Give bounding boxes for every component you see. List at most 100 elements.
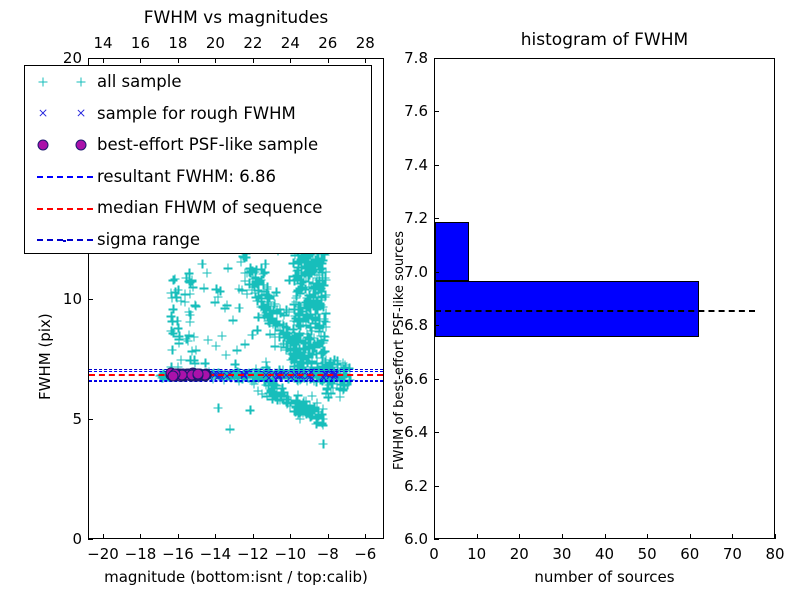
scatter-point-all-sample <box>253 285 263 295</box>
scatter-point-all-sample <box>311 315 321 325</box>
left-xticklabel: −6 <box>354 545 377 563</box>
legend-item[interactable]: sigma range <box>25 224 371 256</box>
legend-label: sigma range <box>97 229 201 249</box>
legend-item[interactable]: resultant FWHM: 6.86 <box>25 161 371 193</box>
legend-marker-plus-icon <box>76 77 86 87</box>
left-yticklabel: 5 <box>72 409 82 428</box>
scatter-point-all-sample <box>305 309 315 319</box>
scatter-point-all-sample <box>270 341 280 351</box>
scatter-point-all-sample <box>252 325 262 335</box>
scatter-point-all-sample <box>242 268 252 278</box>
histogram-axes[interactable] <box>434 58 775 539</box>
right-xticklabel: 50 <box>637 545 657 563</box>
scatter-point-all-sample <box>197 259 207 269</box>
scatter-point-all-sample <box>312 273 322 283</box>
scatter-point-all-sample <box>308 265 318 275</box>
scatter-point-all-sample <box>296 256 306 266</box>
scatter-point-all-sample <box>284 334 294 344</box>
scatter-point-all-sample <box>189 355 199 365</box>
scatter-point-all-sample <box>295 302 305 312</box>
left-xticklabel: −16 <box>162 545 194 563</box>
right-xticklabel: 0 <box>429 545 439 563</box>
scatter-point-all-sample <box>311 349 321 359</box>
scatter-point-all-sample <box>321 267 331 277</box>
scatter-point-all-sample <box>318 404 328 414</box>
scatter-point-all-sample <box>270 387 280 397</box>
scatter-point-all-sample <box>275 325 285 335</box>
legend-item[interactable]: sample for rough FWHM <box>25 98 371 130</box>
scatter-point-all-sample <box>340 360 350 370</box>
scatter-point-all-sample <box>303 333 313 343</box>
left-yticklabel: 0 <box>72 530 82 548</box>
scatter-point-all-sample <box>274 332 284 342</box>
scatter-point-all-sample <box>321 355 331 365</box>
right-ytick <box>434 218 439 220</box>
scatter-point-all-sample <box>290 340 300 350</box>
scatter-point-all-sample <box>292 270 302 280</box>
scatter-point-all-sample <box>264 318 274 328</box>
scatter-point-all-sample <box>258 301 268 311</box>
left-ytick <box>88 418 93 420</box>
scatter-point-all-sample <box>294 310 304 320</box>
scatter-point-all-sample <box>200 358 210 368</box>
scatter-point-all-sample <box>314 320 324 330</box>
left-xtick <box>290 534 292 539</box>
scatter-point-all-sample <box>298 351 308 361</box>
scatter-point-all-sample <box>303 270 313 279</box>
legend-item[interactable]: best-effort PSF-like sample <box>25 129 371 161</box>
scatter-point-all-sample <box>311 281 321 291</box>
scatter-point-all-sample <box>257 293 267 303</box>
scatter-point-all-sample <box>326 357 336 367</box>
left-xticklabel: −8 <box>316 545 339 563</box>
scatter-point-all-sample <box>277 390 287 400</box>
histogram-bar[interactable] <box>435 280 700 337</box>
scatter-point-all-sample <box>285 349 295 359</box>
right-ytick <box>434 485 439 487</box>
left-xticklabel: −10 <box>274 545 307 563</box>
scatter-point-all-sample <box>296 348 306 358</box>
legend-item[interactable]: median FHWM of sequence <box>25 192 371 224</box>
scatter-point-all-sample <box>184 307 194 317</box>
scatter-point-all-sample <box>260 267 270 277</box>
scatter-point-all-sample <box>305 335 315 345</box>
scatter-point-all-sample <box>217 331 227 341</box>
scatter-point-all-sample <box>237 285 247 295</box>
scatter-point-all-sample <box>303 268 313 278</box>
legend-label: best-effort PSF-like sample <box>97 135 319 155</box>
scatter-point-all-sample <box>262 299 272 309</box>
scatter-point-all-sample <box>190 300 200 310</box>
scatter-point-all-sample <box>286 344 296 354</box>
scatter-point-all-sample <box>292 317 302 327</box>
scatter-point-all-sample <box>298 337 308 347</box>
scatter-point-all-sample <box>279 330 289 340</box>
scatter-point-all-sample <box>189 332 199 342</box>
scatter-point-all-sample <box>308 292 318 302</box>
scatter-point-all-sample <box>240 339 250 349</box>
scatter-point-all-sample <box>301 396 311 406</box>
scatter-point-all-sample <box>290 407 300 417</box>
scatter-point-all-sample <box>296 335 306 345</box>
scatter-point-all-sample <box>290 271 300 280</box>
scatter-point-all-sample <box>256 293 266 303</box>
legend-item[interactable]: all sample <box>25 66 371 98</box>
left-xticklabel: −14 <box>199 545 232 563</box>
scatter-point-all-sample <box>288 349 298 359</box>
scatter-point-all-sample <box>203 335 213 345</box>
scatter-point-all-sample <box>297 306 307 316</box>
histogram-bar[interactable] <box>435 222 470 281</box>
scatter-point-all-sample <box>265 293 275 303</box>
scatter-point-all-sample <box>298 306 308 316</box>
left-top-xtick <box>290 58 292 63</box>
left-top-xtick <box>177 58 179 63</box>
scatter-point-all-sample <box>270 299 280 309</box>
scatter-point-all-sample <box>304 344 314 354</box>
scatter-point-all-sample <box>312 299 322 309</box>
scatter-point-all-sample <box>313 258 323 268</box>
scatter-point-all-sample <box>271 287 281 297</box>
scatter-point-all-sample <box>278 328 288 338</box>
scatter-point-all-sample <box>314 326 324 336</box>
scatter-point-all-sample <box>300 267 310 277</box>
scatter-point-all-sample <box>303 312 313 322</box>
scatter-point-all-sample <box>306 268 316 278</box>
legend-box[interactable]: all sample sample for rough FWHM best-effo… <box>24 65 372 254</box>
